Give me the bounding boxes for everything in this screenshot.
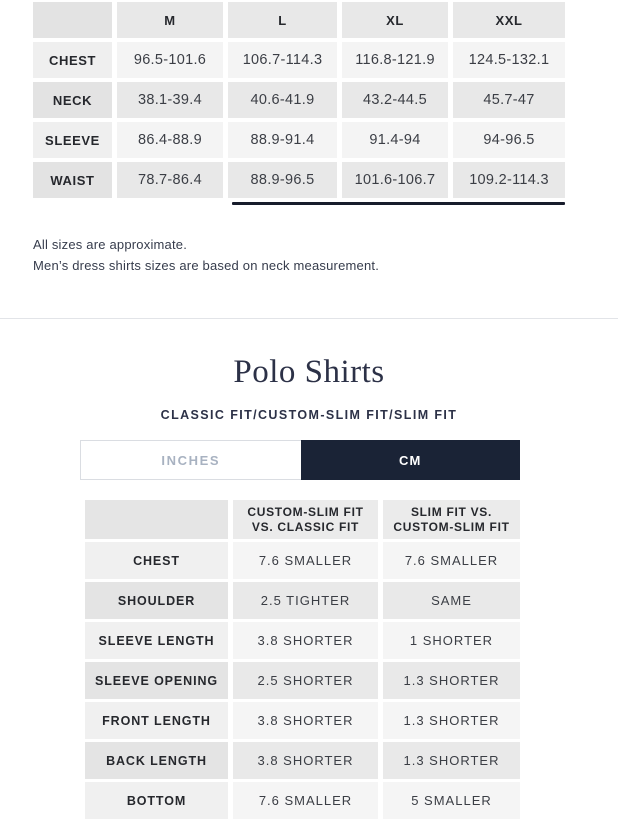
unit-toggle: INCHES CM — [80, 440, 520, 480]
section-divider — [0, 318, 618, 319]
table-cell: 3.8 SHORTER — [233, 702, 378, 739]
table-cell: 5 SMALLER — [383, 782, 520, 819]
row-label-waist: WAIST — [33, 162, 112, 198]
table-cell: 116.8-121.9 — [342, 42, 448, 78]
note-approximate: All sizes are approximate. — [33, 237, 188, 252]
note-neck-measurement: Men’s dress shirts sizes are based on ne… — [33, 258, 380, 273]
table-cell: 7.6 SMALLER — [383, 542, 520, 579]
column-header-xxl: XXL — [453, 2, 565, 38]
table-cell: 40.6-41.9 — [228, 82, 337, 118]
row-label-neck: NECK — [33, 82, 112, 118]
table-cell: 45.7-47 — [453, 82, 565, 118]
table-cell: 7.6 SMALLER — [233, 782, 378, 819]
row-label-sleeve-opening: SLEEVE OPENING — [85, 662, 228, 699]
table-cell: 88.9-96.5 — [228, 162, 337, 198]
table-cell: 106.7-114.3 — [228, 42, 337, 78]
table-cell: 96.5-101.6 — [117, 42, 223, 78]
table-corner-cell — [33, 2, 112, 38]
table-cell: 3.8 SHORTER — [233, 622, 378, 659]
column-header-m: M — [117, 2, 223, 38]
scrollbar-thumb[interactable] — [232, 202, 565, 205]
fit-comparison-table: CUSTOM-SLIM FIT VS. CLASSIC FIT SLIM FIT… — [85, 500, 520, 819]
table-cell: 78.7-86.4 — [117, 162, 223, 198]
table-cell: 109.2-114.3 — [453, 162, 565, 198]
column-header-l: L — [228, 2, 337, 38]
table-corner-cell — [85, 500, 228, 539]
table-cell: 2.5 SHORTER — [233, 662, 378, 699]
table-cell: 86.4-88.9 — [117, 122, 223, 158]
table-cell: SAME — [383, 582, 520, 619]
table-cell: 94-96.5 — [453, 122, 565, 158]
table-cell: 38.1-39.4 — [117, 82, 223, 118]
row-label-shoulder: SHOULDER — [85, 582, 228, 619]
table-cell: 1.3 SHORTER — [383, 702, 520, 739]
size-measurements-table: M L XL XXL CHEST 96.5-101.6 106.7-114.3 … — [33, 2, 565, 206]
table-cell: 3.8 SHORTER — [233, 742, 378, 779]
section-title: Polo Shirts — [233, 354, 385, 390]
size-notes: All sizes are approximate. Men’s dress s… — [33, 234, 618, 276]
table-cell: 91.4-94 — [342, 122, 448, 158]
row-label-front-length: FRONT LENGTH — [85, 702, 228, 739]
row-label-bottom: BOTTOM — [85, 782, 228, 819]
row-label-sleeve-length: SLEEVE LENGTH — [85, 622, 228, 659]
table-cell: 7.6 SMALLER — [233, 542, 378, 579]
table-cell: 43.2-44.5 — [342, 82, 448, 118]
column-header-xl: XL — [342, 2, 448, 38]
section-subtitle: CLASSIC FIT/CUSTOM-SLIM FIT/SLIM FIT — [160, 408, 458, 422]
inches-toggle-button[interactable]: INCHES — [80, 440, 301, 480]
table-cell: 101.6-106.7 — [342, 162, 448, 198]
column-header-slim-vs-custom-slim: SLIM FIT VS. CUSTOM-SLIM FIT — [383, 500, 520, 539]
row-label-back-length: BACK LENGTH — [85, 742, 228, 779]
table-cell: 2.5 TIGHTER — [233, 582, 378, 619]
cm-toggle-button[interactable]: CM — [300, 440, 520, 480]
table-cell: 124.5-132.1 — [453, 42, 565, 78]
row-label-sleeve: SLEEVE — [33, 122, 112, 158]
row-label-chest: CHEST — [85, 542, 228, 579]
table-cell: 1.3 SHORTER — [383, 742, 520, 779]
table-cell: 1.3 SHORTER — [383, 662, 520, 699]
column-header-custom-slim-vs-classic: CUSTOM-SLIM FIT VS. CLASSIC FIT — [233, 500, 378, 539]
table-horizontal-scrollbar — [33, 202, 565, 206]
row-label-chest: CHEST — [33, 42, 112, 78]
table-cell: 1 SHORTER — [383, 622, 520, 659]
table-cell: 88.9-91.4 — [228, 122, 337, 158]
